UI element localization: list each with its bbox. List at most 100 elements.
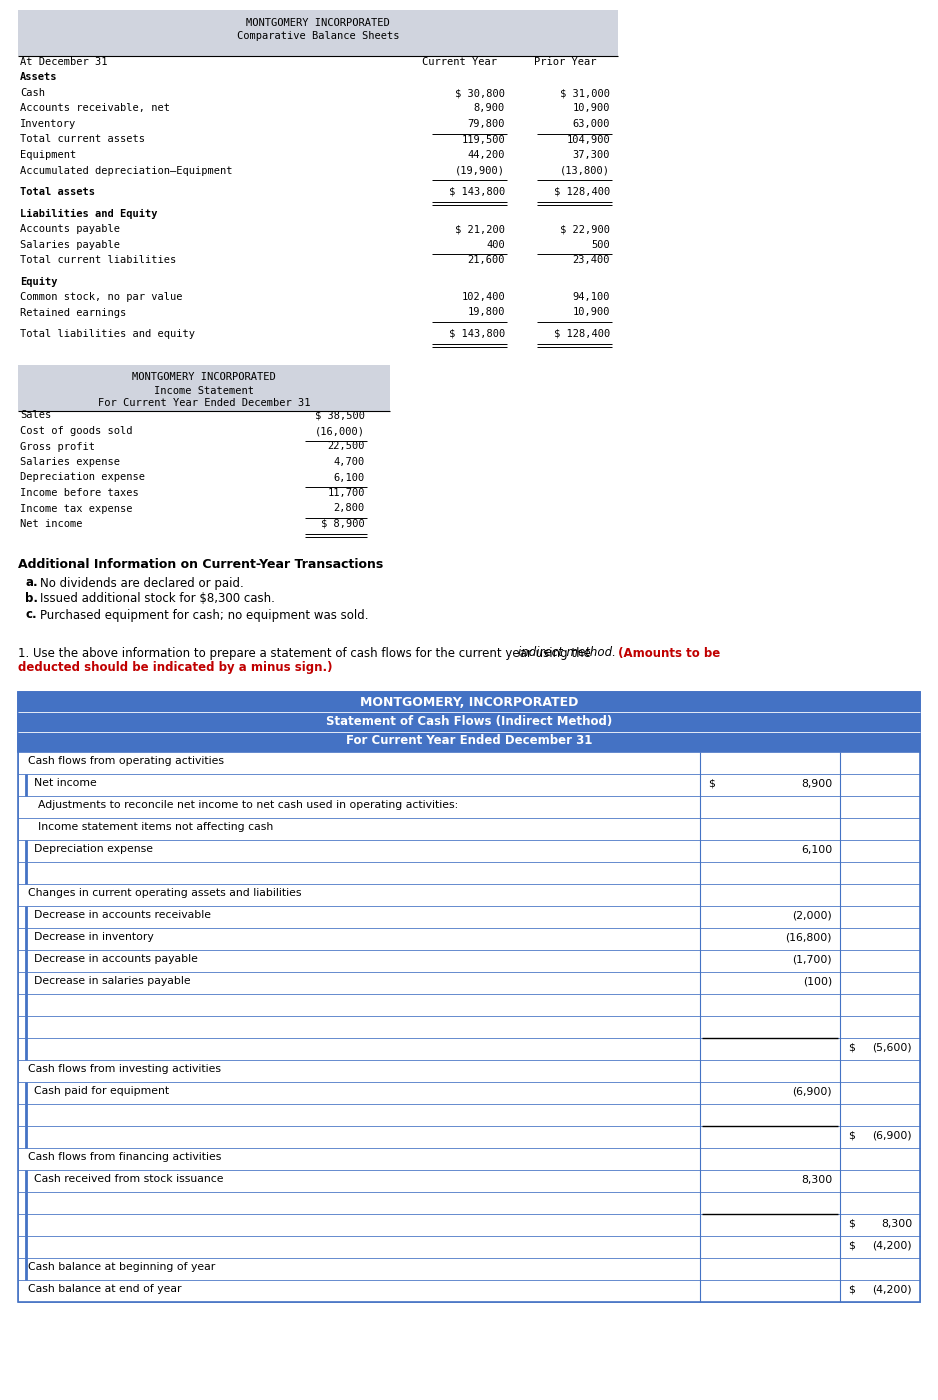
Text: 63,000: 63,000	[572, 119, 610, 129]
Text: (5,600): (5,600)	[872, 1043, 912, 1053]
Text: Additional Information on Current-Year Transactions: Additional Information on Current-Year T…	[18, 559, 384, 571]
Text: $ 30,800: $ 30,800	[455, 88, 505, 98]
Text: Inventory: Inventory	[20, 119, 76, 129]
Text: Depreciation expense: Depreciation expense	[20, 473, 145, 483]
Text: 10,900: 10,900	[572, 104, 610, 113]
Text: 1. Use the above information to prepare a statement of cash flows for the curren: 1. Use the above information to prepare …	[18, 647, 595, 659]
Bar	[18, 1103, 920, 1126]
Text: 10,900: 10,900	[572, 308, 610, 318]
Text: Net income: Net income	[34, 778, 97, 788]
Text: c.: c.	[25, 609, 37, 622]
Text: Cash paid for equipment: Cash paid for equipment	[34, 1086, 169, 1096]
Text: 8,900: 8,900	[474, 104, 505, 113]
Text: deducted should be indicated by a minus sign.): deducted should be indicated by a minus …	[18, 662, 332, 675]
Text: Income tax expense: Income tax expense	[20, 504, 132, 514]
Bar	[18, 1015, 920, 1037]
Text: At December 31: At December 31	[20, 57, 108, 67]
Text: $: $	[708, 778, 715, 788]
Bar	[18, 1081, 920, 1103]
Text: Accumulated depreciation–Equipment: Accumulated depreciation–Equipment	[20, 165, 233, 175]
Text: Salaries expense: Salaries expense	[20, 456, 120, 468]
Text: $ 128,400: $ 128,400	[553, 188, 610, 197]
Text: Cash balance at end of year: Cash balance at end of year	[28, 1285, 181, 1295]
Text: Income statement items not affecting cash: Income statement items not affecting cas…	[38, 823, 273, 833]
Bar	[18, 818, 920, 840]
Bar	[18, 1236, 920, 1257]
Text: For Current Year Ended December 31: For Current Year Ended December 31	[346, 735, 592, 748]
Text: (4,200): (4,200)	[872, 1240, 912, 1250]
Bar	[18, 1148, 920, 1169]
Bar	[18, 906, 920, 927]
Text: (100): (100)	[803, 977, 832, 987]
Text: Cash received from stock issuance: Cash received from stock issuance	[34, 1175, 223, 1184]
Bar	[18, 692, 920, 1302]
Text: Common stock, no par value: Common stock, no par value	[20, 293, 183, 302]
Text: 44,200: 44,200	[467, 150, 505, 160]
Bar	[18, 1214, 920, 1236]
Text: $ 143,800: $ 143,800	[448, 188, 505, 197]
Text: $ 38,500: $ 38,500	[315, 410, 365, 420]
Bar	[18, 795, 920, 818]
Text: Salaries payable: Salaries payable	[20, 239, 120, 249]
Bar	[18, 773, 920, 795]
Text: Adjustments to reconcile net income to net cash used in operating activities:: Adjustments to reconcile net income to n…	[38, 801, 459, 811]
Bar	[18, 692, 920, 752]
Text: Sales: Sales	[20, 410, 52, 420]
Text: (19,900): (19,900)	[455, 165, 505, 175]
Text: Retained earnings: Retained earnings	[20, 308, 127, 318]
Text: indirect method.: indirect method.	[518, 647, 616, 659]
Text: Equity: Equity	[20, 277, 57, 287]
Text: (6,900): (6,900)	[872, 1131, 912, 1141]
Bar	[18, 1257, 920, 1280]
Text: $: $	[848, 1285, 855, 1295]
Text: 400: 400	[486, 239, 505, 249]
Text: 22,500: 22,500	[327, 441, 365, 451]
Bar	[18, 883, 920, 906]
Text: MONTGOMERY INCORPORATED: MONTGOMERY INCORPORATED	[132, 372, 276, 382]
Text: Income before taxes: Income before taxes	[20, 489, 139, 498]
Text: Current Year: Current Year	[422, 57, 497, 67]
Text: 37,300: 37,300	[572, 150, 610, 160]
Text: b.: b.	[25, 592, 38, 605]
Text: Gross profit: Gross profit	[20, 441, 95, 451]
Text: 21,600: 21,600	[467, 255, 505, 265]
Text: Statement of Cash Flows (Indirect Method): Statement of Cash Flows (Indirect Method…	[325, 715, 613, 728]
Bar	[18, 840, 920, 861]
Text: $: $	[848, 1043, 855, 1053]
Text: Assets: Assets	[20, 73, 57, 83]
Text: a.: a.	[25, 577, 38, 589]
Text: $: $	[848, 1131, 855, 1141]
Text: $ 128,400: $ 128,400	[553, 329, 610, 339]
Text: Equipment: Equipment	[20, 150, 76, 160]
Text: 8,900: 8,900	[801, 778, 832, 788]
Text: (16,800): (16,800)	[785, 932, 832, 942]
Text: Decrease in accounts receivable: Decrease in accounts receivable	[34, 910, 211, 921]
Text: 94,100: 94,100	[572, 293, 610, 302]
Text: No dividends are declared or paid.: No dividends are declared or paid.	[40, 577, 244, 589]
Text: $: $	[848, 1218, 855, 1229]
Text: Cash balance at beginning of year: Cash balance at beginning of year	[28, 1263, 215, 1273]
Text: $: $	[848, 1240, 855, 1250]
Bar	[18, 949, 920, 972]
Text: 500: 500	[591, 239, 610, 249]
Bar	[18, 994, 920, 1015]
Text: $ 31,000: $ 31,000	[560, 88, 610, 98]
Text: (2,000): (2,000)	[793, 910, 832, 921]
Text: Cash: Cash	[20, 88, 45, 98]
Text: 6,100: 6,100	[801, 844, 832, 854]
Text: $ 8,900: $ 8,900	[321, 519, 365, 529]
Bar	[18, 972, 920, 994]
Bar	[18, 364, 390, 410]
Bar	[18, 1126, 920, 1148]
Text: Purchased equipment for cash; no equipment was sold.: Purchased equipment for cash; no equipme…	[40, 609, 369, 622]
Bar	[18, 1037, 920, 1060]
Text: Changes in current operating assets and liabilities: Changes in current operating assets and …	[28, 889, 301, 899]
Text: Comparative Balance Sheets: Comparative Balance Sheets	[236, 31, 400, 41]
Text: Total assets: Total assets	[20, 188, 95, 197]
Text: Depreciation expense: Depreciation expense	[34, 844, 153, 854]
Bar	[18, 1280, 920, 1302]
Text: 4,700: 4,700	[334, 456, 365, 468]
Text: 11,700: 11,700	[327, 489, 365, 498]
Text: (Amounts to be: (Amounts to be	[614, 647, 720, 659]
Bar	[18, 10, 618, 56]
